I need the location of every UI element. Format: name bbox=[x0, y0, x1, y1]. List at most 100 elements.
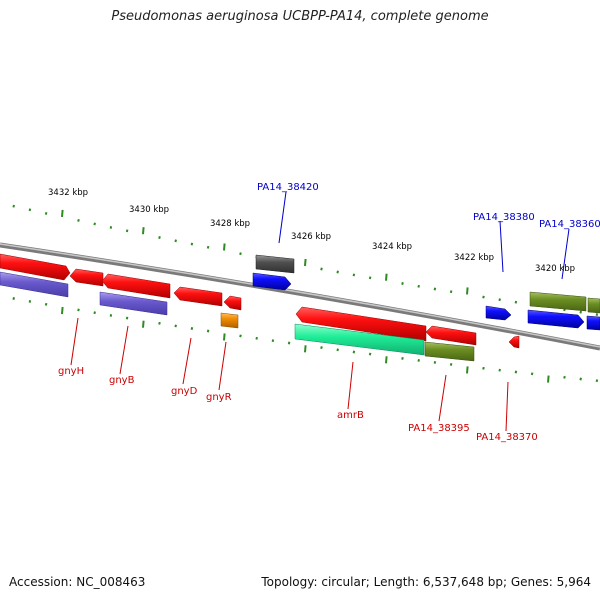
lower-scale-tick bbox=[190, 327, 194, 330]
callout-line-PA14_38420 bbox=[278, 191, 287, 244]
gene-label-amrB[interactable]: amrB bbox=[337, 410, 364, 421]
lower-scale-tick bbox=[368, 352, 372, 356]
accession-text: Accession: NC_008463 bbox=[9, 575, 146, 589]
lower-scale-tick bbox=[271, 339, 275, 343]
callout-line-gnyH bbox=[70, 317, 79, 366]
lower-scale-tick bbox=[61, 307, 64, 315]
gene-label-PA14_38420[interactable]: PA14_38420 bbox=[257, 182, 319, 193]
lower-scale-tick bbox=[239, 334, 242, 338]
upper-scale-tick bbox=[385, 273, 388, 281]
upper-scale-tick bbox=[142, 227, 145, 235]
upper-scale-tick bbox=[206, 245, 210, 249]
upper-scale-tick bbox=[433, 287, 437, 291]
lower-scale-tick bbox=[449, 362, 453, 366]
upper-scale-tick bbox=[368, 276, 372, 280]
upper-scale-tick bbox=[174, 239, 177, 243]
gene-gray[interactable] bbox=[255, 254, 295, 274]
upper-scale-tick bbox=[61, 209, 64, 217]
upper-scale-tick bbox=[125, 229, 129, 233]
gene-blue-2[interactable] bbox=[485, 305, 512, 321]
callout-line-PA14_38370 bbox=[505, 381, 509, 432]
scale-label-3422: 3422 kbp bbox=[454, 253, 494, 263]
lower-scale-tick bbox=[125, 316, 129, 320]
upper-scale-tick bbox=[466, 287, 469, 295]
gene-label-gnyD[interactable]: gnyD bbox=[171, 386, 198, 397]
gene-blue-1[interactable] bbox=[252, 272, 292, 291]
upper-scale-tick bbox=[579, 310, 582, 314]
gene-red-1[interactable] bbox=[0, 253, 71, 281]
scale-label-3420: 3420 kbp bbox=[535, 264, 575, 274]
upper-scale-tick bbox=[336, 270, 339, 274]
gene-teal[interactable] bbox=[294, 323, 425, 356]
gene-green-3[interactable] bbox=[587, 297, 600, 314]
callout-line-PA14_38395 bbox=[438, 374, 447, 422]
gene-label-PA14_38395[interactable]: PA14_38395 bbox=[408, 423, 470, 434]
lower-scale-tick bbox=[336, 348, 339, 352]
gene-blue-3[interactable] bbox=[527, 309, 585, 329]
upper-scale-tick bbox=[109, 225, 113, 229]
gene-label-gnyB[interactable]: gnyB bbox=[109, 375, 135, 386]
upper-scale-tick bbox=[401, 282, 404, 285]
lower-scale-tick bbox=[142, 320, 145, 328]
lower-scale-tick bbox=[287, 341, 291, 345]
lower-scale-tick bbox=[304, 345, 307, 353]
lower-scale-tick bbox=[158, 321, 161, 325]
scale-label-3428: 3428 kbp bbox=[210, 219, 250, 229]
lower-scale-tick bbox=[433, 360, 437, 364]
gene-label-gnyR[interactable]: gnyR bbox=[206, 392, 232, 403]
callout-line-PA14_38360 bbox=[561, 228, 570, 280]
upper-scale-tick bbox=[44, 211, 48, 215]
gene-red-3[interactable] bbox=[101, 273, 171, 299]
upper-scale-tick bbox=[28, 208, 32, 212]
gene-red-amrB[interactable] bbox=[295, 306, 427, 342]
gene-label-gnyH[interactable]: gnyH bbox=[58, 366, 84, 377]
gene-red-6[interactable] bbox=[425, 325, 477, 346]
genome-backbone bbox=[0, 242, 600, 351]
gene-red-2[interactable] bbox=[69, 268, 104, 287]
gene-blue-4[interactable] bbox=[586, 315, 600, 331]
gene-purple-2[interactable] bbox=[99, 291, 168, 316]
upper-scale-tick bbox=[595, 313, 599, 317]
upper-scale-tick bbox=[417, 284, 420, 288]
callout-line-gnyD bbox=[182, 337, 192, 385]
lower-scale-tick bbox=[28, 299, 32, 303]
topology-text: Topology: circular; Length: 6,537,648 bp… bbox=[261, 575, 591, 589]
gene-green-1[interactable] bbox=[424, 341, 475, 362]
upper-scale-tick bbox=[93, 222, 96, 226]
gene-purple-1[interactable] bbox=[0, 271, 69, 298]
upper-scale-tick bbox=[223, 243, 226, 251]
upper-scale-tick bbox=[482, 295, 485, 299]
gene-label-PA14_38370[interactable]: PA14_38370 bbox=[476, 432, 538, 443]
scale-label-3424: 3424 kbp bbox=[372, 242, 412, 252]
upper-scale-tick bbox=[320, 267, 323, 271]
upper-scale-tick bbox=[498, 298, 501, 302]
gene-label-PA14_38360[interactable]: PA14_38360 bbox=[539, 219, 600, 230]
lower-scale-tick bbox=[514, 370, 518, 374]
gene-red-4[interactable] bbox=[173, 286, 223, 307]
lower-scale-tick bbox=[498, 368, 501, 372]
upper-scale-tick bbox=[449, 290, 453, 294]
lower-scale-tick bbox=[595, 379, 599, 383]
gene-red-5[interactable] bbox=[223, 295, 242, 311]
lower-scale-tick bbox=[579, 377, 582, 381]
upper-scale-tick bbox=[514, 300, 518, 304]
gene-label-PA14_38380[interactable]: PA14_38380 bbox=[473, 212, 535, 223]
lower-scale-tick bbox=[255, 336, 258, 340]
map-title: Pseudomonas aeruginosa UCBPP-PA14, compl… bbox=[111, 9, 489, 24]
upper-scale-tick bbox=[158, 236, 161, 239]
lower-scale-tick bbox=[482, 366, 485, 370]
upper-scale-tick bbox=[352, 273, 356, 277]
callout-line-gnyR bbox=[218, 341, 227, 391]
gene-orange[interactable] bbox=[220, 312, 239, 329]
lower-scale-tick bbox=[530, 372, 534, 376]
gene-green-2[interactable] bbox=[529, 291, 587, 312]
upper-scale-tick bbox=[77, 218, 80, 222]
upper-scale-tick bbox=[12, 204, 15, 208]
lower-scale-tick bbox=[223, 333, 226, 341]
lower-scale-ticks bbox=[12, 297, 599, 383]
lower-scale-tick bbox=[174, 324, 177, 328]
gene-red-small[interactable] bbox=[508, 335, 520, 349]
scale-label-3430: 3430 kbp bbox=[129, 205, 169, 215]
callout-line-gnyB bbox=[119, 325, 129, 375]
